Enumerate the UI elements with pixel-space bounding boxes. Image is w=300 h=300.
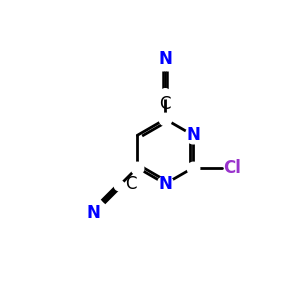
Text: Cl: Cl (223, 159, 241, 177)
Text: C: C (125, 176, 136, 194)
Circle shape (114, 181, 124, 191)
Text: N: N (87, 204, 101, 222)
Text: N: N (186, 126, 200, 144)
Text: N: N (158, 50, 172, 68)
Text: C: C (160, 95, 171, 113)
Text: N: N (158, 175, 172, 193)
Circle shape (160, 89, 170, 99)
